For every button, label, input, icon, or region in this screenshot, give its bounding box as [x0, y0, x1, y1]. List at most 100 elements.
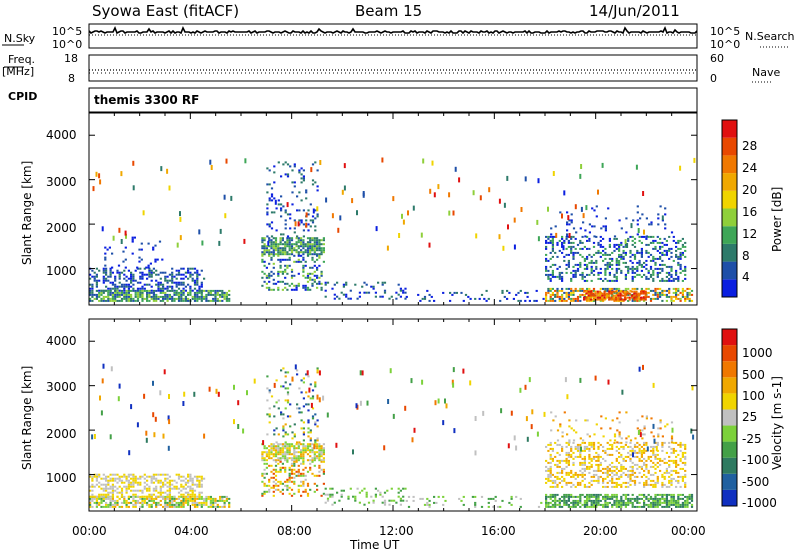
velocity-cell — [645, 465, 648, 468]
velocity-cell — [561, 479, 564, 482]
velocity-cell — [602, 479, 605, 482]
velocity-cell — [132, 485, 135, 488]
power-cell — [650, 223, 653, 226]
velocity-cell — [309, 429, 312, 432]
power-cell — [261, 245, 264, 248]
velocity-cell — [298, 407, 301, 410]
power-cell — [270, 241, 273, 244]
velocity-scatter-cell — [691, 385, 694, 391]
velocity-cell — [656, 453, 659, 456]
velocity-cell — [592, 475, 596, 478]
velocity-cell — [547, 501, 550, 504]
velocity-cell — [643, 505, 646, 508]
power-cell — [426, 289, 429, 292]
velocity-cell — [650, 431, 653, 434]
power-cell — [302, 286, 305, 289]
velocity-cell — [574, 503, 577, 506]
velocity-cell — [606, 505, 609, 508]
power-cell — [173, 299, 176, 302]
velocity-cell — [168, 487, 171, 490]
velocity-cell — [111, 489, 114, 492]
velocity-cell — [180, 499, 183, 502]
power-cell — [604, 263, 607, 266]
velocity-scatter-cell — [442, 420, 445, 426]
power-cell — [166, 289, 169, 292]
velocity-cell — [261, 474, 264, 477]
velocity-cell — [125, 485, 128, 488]
power-cell — [570, 235, 573, 238]
power-cell — [649, 241, 653, 244]
power-cell — [627, 267, 630, 270]
power-cell — [187, 277, 190, 280]
power-cell — [261, 239, 264, 242]
power-cell — [581, 235, 584, 238]
velocity-cell — [311, 407, 315, 410]
velocity-cell — [575, 419, 578, 422]
velocity-cell — [272, 476, 275, 479]
power-cell — [647, 295, 650, 298]
velocity-cell — [663, 471, 666, 474]
velocity-cell — [279, 468, 282, 471]
power-scatter-cell — [168, 185, 171, 191]
power-cell — [150, 271, 153, 274]
power-cell — [284, 241, 287, 244]
velocity-cell — [134, 505, 137, 508]
velocity-cell — [549, 495, 552, 498]
velocity-cell — [654, 495, 657, 498]
velocity-cell — [627, 497, 630, 500]
power-cell — [193, 271, 197, 274]
velocity-cell — [572, 463, 575, 466]
power-cell — [670, 255, 673, 258]
velocity-cell — [659, 497, 662, 500]
velocity-cell — [421, 497, 424, 500]
velocity-cell — [636, 505, 639, 508]
power-cell — [266, 191, 269, 194]
velocity-cell — [567, 459, 570, 462]
power-cell — [561, 295, 564, 298]
power-cell — [545, 273, 548, 276]
nsky-panel-frame — [88, 23, 698, 49]
velocity-cell — [268, 464, 271, 467]
power-cell — [159, 281, 162, 284]
power-cell — [684, 289, 687, 292]
velocity-cell — [297, 474, 300, 477]
power-cell — [615, 269, 618, 272]
power-cell — [604, 251, 607, 254]
velocity-cell — [116, 503, 119, 506]
velocity-cell — [547, 505, 550, 508]
power-cell — [277, 274, 280, 277]
power-cell — [558, 271, 561, 274]
power-cell — [157, 297, 160, 300]
velocity-cell — [118, 497, 121, 500]
power-cell — [261, 258, 264, 261]
velocity-cell — [309, 445, 312, 448]
velocity-cell — [152, 489, 155, 492]
xtick-5: 20:00 — [583, 524, 618, 538]
power-cell — [127, 287, 130, 290]
power-cell — [652, 241, 655, 244]
velocity-cell — [670, 451, 673, 454]
velocity-cell — [268, 488, 271, 491]
power-cell — [588, 299, 591, 302]
velocity-cell — [583, 459, 586, 462]
velocity-cell — [675, 441, 678, 444]
power-cell — [124, 246, 127, 249]
velocity-scatter-cell — [262, 440, 265, 446]
power-cell — [189, 287, 192, 290]
power-cell — [318, 282, 321, 285]
velocity-cell — [576, 475, 580, 478]
velocity-cell — [322, 451, 325, 454]
power-cell — [295, 237, 298, 240]
power-cell — [261, 260, 264, 263]
velocity-cell — [618, 411, 621, 414]
power-cell — [143, 287, 146, 290]
power-cell — [311, 282, 314, 285]
velocity-scatter-cell — [193, 391, 196, 397]
power-cell — [675, 277, 678, 280]
power-cell — [189, 293, 192, 296]
velocity-cell — [300, 484, 303, 487]
power-cell — [574, 263, 577, 266]
velocity-cell — [279, 449, 282, 452]
power-cell — [624, 296, 627, 299]
velocity-scatter-cell — [306, 370, 309, 376]
